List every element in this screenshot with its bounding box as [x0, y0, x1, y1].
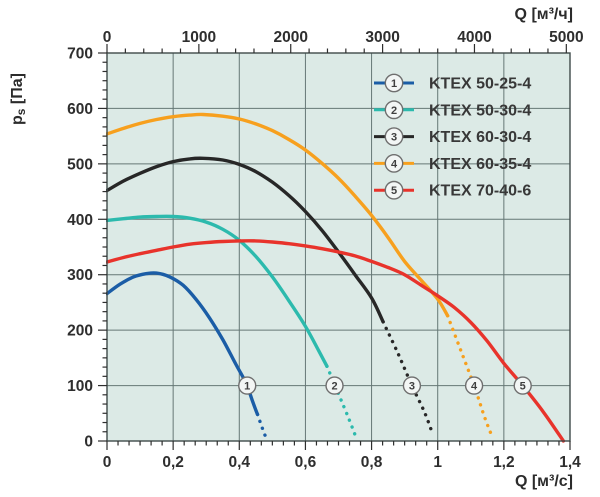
legend-marker-circle-icon	[384, 127, 404, 147]
legend-marker-number: 1	[391, 78, 397, 90]
legend-marker-circle-icon	[384, 153, 404, 173]
legend-label: KTEX 50-25-4	[429, 76, 531, 93]
curve-marker-3: 3	[402, 376, 422, 395]
legend: 1 KTEX 50-25-4 2 KTEX 50-30-4 3 KTEX 60-30-4 4…	[374, 73, 531, 200]
legend-label: KTEX 60-35-4	[429, 156, 531, 173]
marker-number: 4	[471, 381, 478, 393]
x-bottom-tick-label: 0	[103, 454, 112, 471]
y-axis-label: ps [Па]	[9, 73, 28, 125]
curve-solid-segment	[106, 214, 329, 368]
legend-marker-circle-icon	[384, 100, 404, 120]
marker-number: 5	[520, 381, 526, 393]
x-bottom-axis-label: Q [м³/с]	[515, 473, 573, 490]
x-top-tick-label: 1000	[182, 29, 216, 46]
legend-marker-circle-icon	[384, 180, 404, 200]
y-left-tick-label: 200	[67, 323, 93, 340]
curve-marker-1: 1	[238, 376, 257, 395]
y-left-tick-label: 0	[84, 434, 93, 451]
x-top-tick-label: 3000	[365, 29, 399, 46]
x-top-tick-label: 5000	[549, 29, 583, 46]
curve-marker-5: 5	[513, 376, 532, 395]
y-left-tick-label: 400	[67, 212, 93, 229]
x-top-tick-label: 2000	[273, 29, 307, 46]
marker-circle-icon	[238, 376, 257, 395]
y-left-tick-label: 600	[67, 101, 93, 118]
legend-marker-number: 4	[391, 158, 398, 170]
marker-circle-icon	[464, 376, 484, 395]
x-top-axis-label: Q [м³/ч]	[515, 6, 573, 23]
y-left-tick-label: 300	[67, 267, 93, 284]
legend-marker-circle-icon	[384, 73, 404, 93]
legend-label: KTEX 60-30-4	[429, 129, 531, 146]
y-left-tick-label: 700	[67, 46, 93, 63]
curve-solid-segment	[106, 239, 566, 443]
x-bottom-tick-label: 0,6	[295, 454, 317, 471]
marker-number: 3	[409, 381, 415, 393]
tick-labels: 0 0,2 0,4 0,6 0,8 1 1,2 1,4 0 100 200 300 400 500 600 7…	[67, 29, 583, 471]
marker-number: 1	[244, 381, 250, 393]
legend-item-4: 4 KTEX 60-35-4	[374, 153, 531, 173]
legend-item-3: 3 KTEX 60-30-4	[374, 127, 531, 147]
legend-label: KTEX 70-40-6	[429, 183, 531, 200]
x-top-tick-label: 4000	[457, 29, 491, 46]
marker-circle-icon	[402, 376, 422, 395]
x-bottom-tick-label: 1,2	[493, 454, 515, 471]
marker-number: 2	[331, 381, 337, 393]
plot-area	[107, 53, 570, 441]
curves	[106, 112, 566, 443]
x-bottom-tick-label: 1,4	[559, 454, 581, 471]
x-bottom-tick-label: 0,2	[162, 454, 184, 471]
legend-item-2: 2 KTEX 50-30-4	[374, 100, 531, 120]
curve-marker-2: 2	[325, 376, 344, 395]
marker-circle-icon	[325, 376, 344, 395]
curve-markers: 1 2 3 4 5	[238, 376, 532, 395]
legend-item-5: 5 KTEX 70-40-6	[374, 180, 531, 200]
legend-marker-number: 2	[391, 105, 397, 117]
legend-item-1: 1 KTEX 50-25-4	[374, 73, 531, 93]
y-left-tick-label: 500	[67, 156, 93, 173]
curve-ktex-70-40-6	[106, 239, 566, 443]
legend-label: KTEX 50-30-4	[429, 102, 531, 119]
x-bottom-tick-label: 0,4	[229, 454, 251, 471]
x-bottom-tick-label: 1	[433, 454, 442, 471]
x-top-tick-label: 0	[103, 29, 112, 46]
curve-marker-4: 4	[464, 376, 484, 395]
legend-marker-number: 3	[391, 132, 397, 144]
curve-solid-segment	[106, 112, 450, 318]
legend-marker-number: 5	[391, 185, 397, 197]
axis-ticks	[98, 44, 571, 450]
x-bottom-tick-label: 0,8	[361, 454, 383, 471]
marker-circle-icon	[513, 376, 532, 395]
curve-dotted-segment	[255, 412, 267, 438]
y-left-tick-label: 100	[67, 378, 93, 395]
